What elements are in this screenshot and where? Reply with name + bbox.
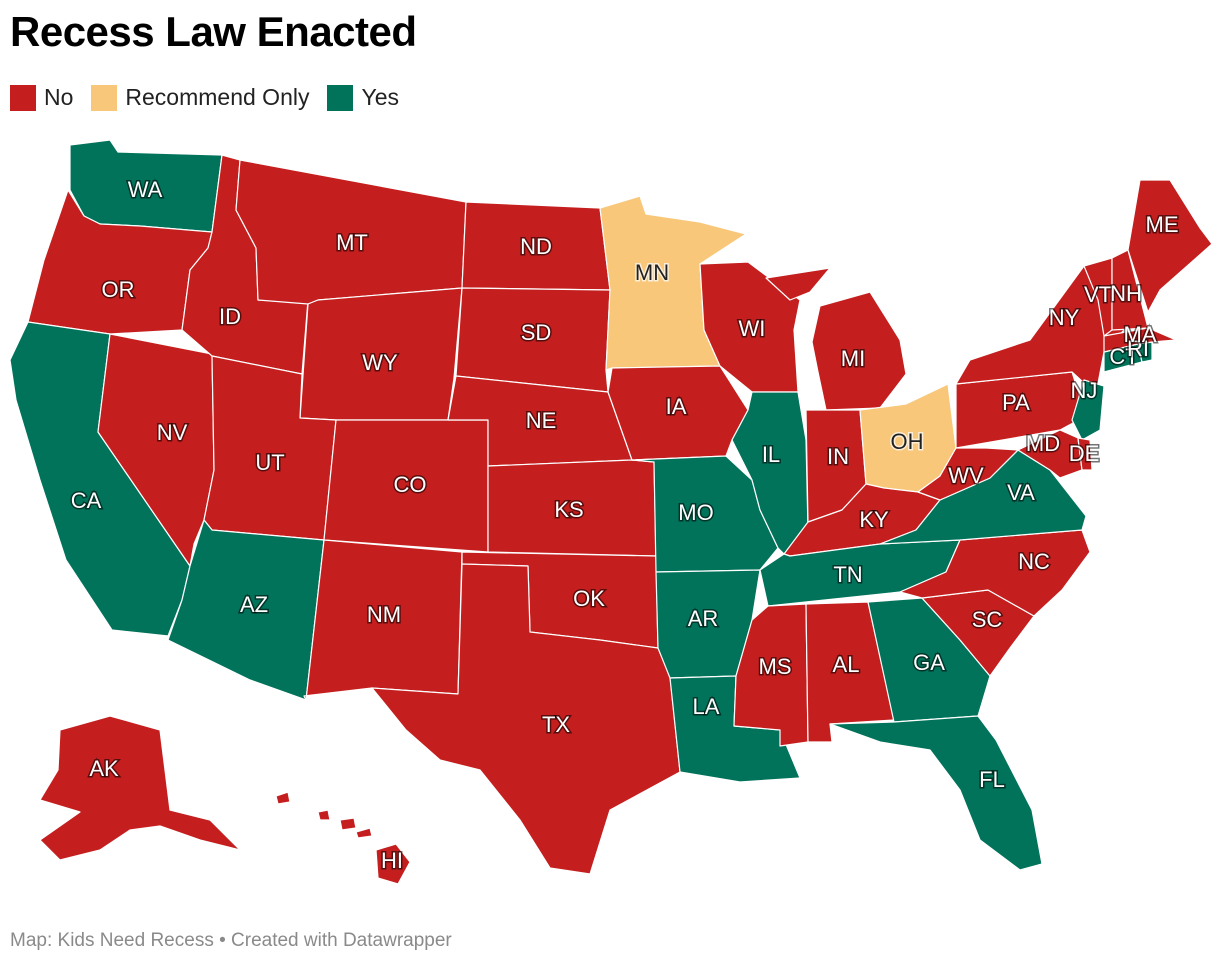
state-label-nc: NC — [1018, 549, 1050, 574]
state-label-nd: ND — [520, 234, 552, 259]
state-wi — [699, 261, 801, 393]
us-map: WA OR CA NV ID MT WY UT AZ CO NM ND SD NE KS OK TX MN IA MO… — [0, 120, 1220, 920]
state-wv — [917, 447, 1019, 501]
us-map-svg: WA OR CA NV ID MT WY UT AZ CO NM ND SD NE KS OK TX MN IA MO… — [9, 139, 1213, 885]
state-label-ut: UT — [255, 450, 284, 475]
legend-label-no: No — [44, 84, 74, 110]
source-credit: Map: Kids Need Recess • Created with Dat… — [10, 930, 452, 951]
state-label-ok: OK — [573, 586, 605, 611]
state-label-va: VA — [1007, 480, 1035, 505]
legend: No Recommend Only Yes — [10, 84, 399, 111]
state-label-ms: MS — [759, 654, 792, 679]
state-me — [1127, 179, 1213, 313]
state-label-in: IN — [827, 444, 849, 469]
map-title: Recess Law Enacted — [10, 8, 417, 55]
state-label-md: MD — [1026, 431, 1060, 456]
state-label-ma: MA — [1124, 322, 1157, 347]
state-label-me: ME — [1146, 212, 1179, 237]
state-label-tn: TN — [833, 562, 862, 587]
legend-swatch-no — [10, 84, 36, 111]
state-label-wy: WY — [362, 350, 398, 375]
state-label-ky: KY — [859, 507, 889, 532]
state-label-ny: NY — [1049, 305, 1080, 330]
legend-item-yes: Yes — [327, 84, 399, 111]
state-label-ga: GA — [913, 650, 945, 675]
state-label-wv: WV — [948, 463, 984, 488]
state-label-sc: SC — [972, 607, 1003, 632]
legend-swatch-yes — [327, 84, 354, 111]
state-label-ak: AK — [89, 756, 119, 781]
state-vt — [1083, 257, 1113, 337]
state-label-nm: NM — [367, 602, 401, 627]
legend-label-recommend-only: Recommend Only — [125, 84, 310, 110]
state-label-nh: NH — [1110, 281, 1142, 306]
state-label-tx: TX — [542, 712, 570, 737]
legend-swatch-recommend-only — [91, 84, 118, 111]
state-ia — [607, 365, 749, 461]
state-label-vt: VT — [1084, 282, 1112, 307]
state-label-az: AZ — [240, 592, 268, 617]
state-label-wi: WI — [739, 316, 766, 341]
state-label-de: DE — [1069, 441, 1100, 466]
state-nh — [1111, 249, 1149, 331]
state-label-ri: RI — [1127, 336, 1149, 361]
state-label-ne: NE — [526, 408, 557, 433]
state-tx — [371, 563, 681, 875]
state-fl — [829, 715, 1043, 871]
legend-item-recommend-only: Recommend Only — [91, 84, 309, 111]
state-label-nj: NJ — [1071, 378, 1098, 403]
state-label-sd: SD — [521, 320, 552, 345]
state-label-nv: NV — [157, 420, 188, 445]
legend-item-no: No — [10, 84, 73, 111]
state-label-il: IL — [762, 442, 780, 467]
state-label-or: OR — [102, 277, 135, 302]
state-label-fl: FL — [979, 767, 1005, 792]
state-label-id: ID — [219, 304, 241, 329]
state-label-mt: MT — [336, 230, 368, 255]
state-ms — [733, 603, 809, 747]
state-label-ca: CA — [71, 488, 102, 513]
legend-label-yes: Yes — [361, 84, 400, 110]
state-label-ia: IA — [666, 394, 687, 419]
state-label-mo: MO — [678, 500, 713, 525]
state-nj — [1071, 379, 1105, 441]
state-label-oh: OH — [891, 429, 924, 454]
state-label-ks: KS — [554, 497, 583, 522]
state-label-al: AL — [833, 652, 860, 677]
state-label-co: CO — [394, 472, 427, 497]
state-hi — [275, 791, 411, 885]
state-label-wa: WA — [128, 177, 163, 202]
state-sd — [455, 287, 611, 393]
state-label-ct: CT — [1109, 344, 1138, 369]
state-label-la: LA — [693, 694, 720, 719]
state-de — [1077, 437, 1093, 471]
state-label-hi: HI — [381, 848, 403, 873]
state-ak — [39, 715, 241, 861]
state-label-ar: AR — [688, 606, 719, 631]
state-label-mi: MI — [841, 346, 865, 371]
state-label-pa: PA — [1002, 390, 1030, 415]
state-label-mn: MN — [635, 260, 669, 285]
